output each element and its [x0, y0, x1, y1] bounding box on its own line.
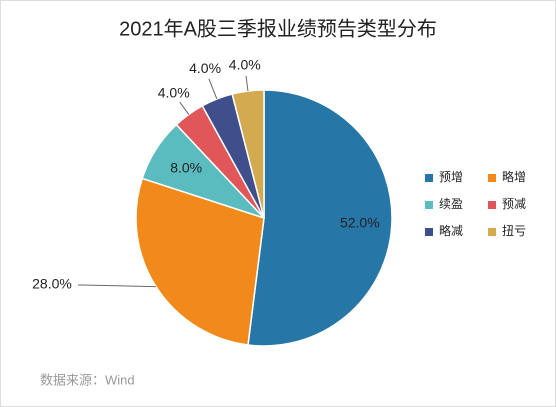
pie-slice — [231, 89, 265, 219]
leader-line — [78, 284, 156, 288]
chart-title: 2021年A股三季报业绩预告类型分布 — [119, 17, 437, 40]
data-label: 8.0% — [170, 159, 202, 175]
legend-swatch — [488, 201, 496, 209]
legend-label: 续盈 — [439, 197, 463, 211]
data-label: 4.0% — [158, 84, 190, 100]
data-label: 4.0% — [189, 60, 221, 76]
leader-line — [179, 101, 190, 115]
source: 数据来源：Wind — [40, 372, 135, 387]
legend-swatch — [425, 228, 433, 236]
legend-swatch — [425, 174, 433, 182]
legend-label: 略减 — [439, 223, 463, 238]
legend-swatch — [488, 228, 496, 236]
legend-swatch — [488, 174, 496, 182]
pie-slice — [247, 89, 393, 347]
legend-label: 扭亏 — [502, 224, 526, 238]
leader-line — [208, 78, 218, 100]
data-label: 52.0% — [340, 215, 380, 231]
data-label: 4.0% — [229, 56, 261, 72]
data-label: 28.0% — [32, 276, 72, 292]
legend-label: 略增 — [502, 169, 526, 184]
leader-line — [245, 75, 249, 92]
legend-swatch — [425, 201, 433, 209]
legend-label: 预增 — [439, 170, 463, 184]
legend-label: 预减 — [502, 197, 526, 211]
